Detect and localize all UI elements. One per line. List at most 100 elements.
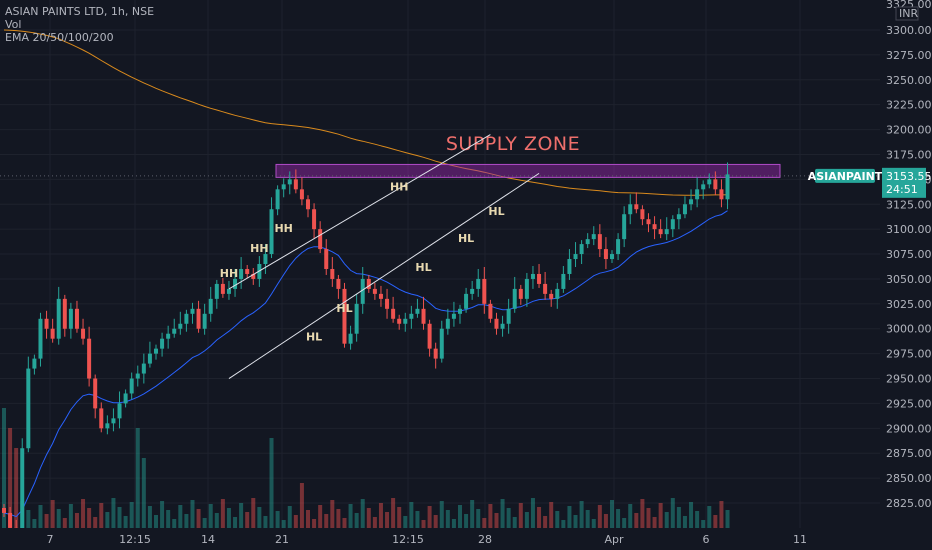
- higher-high-label: HH: [250, 242, 268, 255]
- candle-body: [458, 308, 462, 314]
- candle-body: [239, 268, 244, 279]
- price-tick-label: 3250.00: [886, 74, 932, 87]
- volume-bar: [725, 510, 730, 528]
- candle-body: [561, 273, 566, 289]
- price-tick-label: 3100.00: [886, 223, 932, 236]
- price-tick-label: 2900.00: [886, 422, 932, 435]
- candle-body: [50, 328, 55, 339]
- countdown-value: 24:51: [886, 183, 918, 196]
- candle-body: [68, 308, 73, 329]
- candle-body: [111, 418, 116, 424]
- candle-body: [616, 239, 621, 255]
- candle-body: [214, 283, 219, 299]
- candle-body: [32, 358, 37, 369]
- candle-body: [451, 313, 456, 319]
- volume-bar: [184, 514, 189, 528]
- price-tick-label: 2850.00: [886, 472, 932, 485]
- candle-body: [105, 423, 110, 429]
- candle-body: [628, 204, 633, 215]
- volume-bar: [38, 505, 43, 528]
- volume-bar: [415, 511, 420, 528]
- candle-body: [670, 219, 675, 230]
- volume-bar: [172, 519, 177, 528]
- volume-bar: [196, 509, 201, 528]
- candle-body: [403, 318, 408, 324]
- price-tag-value: 3153.55: [886, 170, 932, 183]
- candle-body: [287, 179, 292, 185]
- higher-low-label: HL: [336, 302, 352, 315]
- candle-body: [129, 378, 134, 394]
- volume-bar: [409, 502, 414, 528]
- candle-body: [93, 378, 98, 409]
- volume-bar: [585, 510, 590, 528]
- candle-body: [427, 323, 432, 349]
- volume-bar: [306, 510, 310, 528]
- candle-body: [512, 288, 517, 309]
- volume-bar: [719, 501, 724, 528]
- candle-body: [603, 249, 608, 260]
- candle-body: [488, 303, 493, 319]
- volume-bar: [573, 515, 578, 528]
- time-tick-label: 7: [47, 533, 54, 546]
- volume-bars: [2, 408, 730, 528]
- candle-body: [494, 318, 499, 329]
- volume-bar: [160, 501, 165, 528]
- time-axis-bg: [0, 528, 882, 550]
- candle-body: [658, 229, 663, 235]
- ema-lines: [3, 29, 728, 518]
- volume-bar: [549, 502, 554, 528]
- candle-body: [415, 308, 420, 314]
- candle-body: [74, 308, 79, 329]
- candle-body: [646, 219, 651, 225]
- candlesticks: [2, 162, 730, 548]
- symbol-title[interactable]: ASIAN PAINTS LTD, 1h, NSE: [5, 5, 155, 18]
- volume-bar: [646, 508, 651, 528]
- higher-low-label: HL: [488, 205, 504, 218]
- candle-body: [330, 268, 335, 279]
- volume-bar: [403, 516, 408, 528]
- candle-body: [342, 288, 347, 344]
- candle-body: [154, 348, 158, 354]
- candle-body: [117, 403, 122, 419]
- time-tick-label: 6: [703, 533, 710, 546]
- volume-indicator-label[interactable]: Vol: [5, 18, 22, 31]
- time-axis: 7 12:15 14 21 12:15 28 Apr 6 11: [0, 528, 882, 550]
- candle-body: [445, 318, 450, 329]
- currency-label: INR: [899, 7, 918, 20]
- volume-bar: [123, 516, 128, 528]
- price-tick-label: 3200.00: [886, 124, 932, 137]
- candle-body: [597, 234, 602, 250]
- candle-body: [8, 512, 13, 528]
- candle-body: [585, 239, 590, 245]
- volume-bar: [87, 508, 92, 528]
- candle-body: [44, 318, 49, 329]
- volume-bar: [567, 506, 572, 528]
- volume-bar: [366, 508, 371, 528]
- volume-bar: [360, 499, 365, 528]
- time-tick-label: 12:15: [392, 533, 424, 546]
- price-tick-label: 3225.00: [886, 99, 932, 112]
- ema-200-line: [3, 29, 728, 196]
- candle-body: [695, 189, 700, 200]
- price-tick-label: 2975.00: [886, 348, 932, 361]
- price-axis-bg: [882, 0, 932, 550]
- price-tick-label: 2825.00: [886, 497, 932, 510]
- candle-body: [38, 318, 43, 359]
- candle-body: [172, 328, 177, 334]
- volume-bar: [530, 498, 535, 528]
- volume-bar: [56, 509, 61, 528]
- candle-body: [263, 254, 268, 265]
- volume-bar: [275, 511, 280, 528]
- candle-body: [123, 393, 128, 404]
- volume-bar: [634, 513, 639, 528]
- volume-bar: [293, 515, 298, 528]
- volume-bar: [147, 506, 152, 528]
- volume-bar: [439, 501, 444, 528]
- volume-bar: [652, 517, 657, 528]
- volume-bar: [427, 506, 432, 528]
- volume-bar: [44, 514, 49, 528]
- ema-indicator-label[interactable]: EMA 20/50/100/200: [5, 31, 114, 44]
- volume-bar: [141, 458, 146, 528]
- volume-bar: [81, 499, 86, 528]
